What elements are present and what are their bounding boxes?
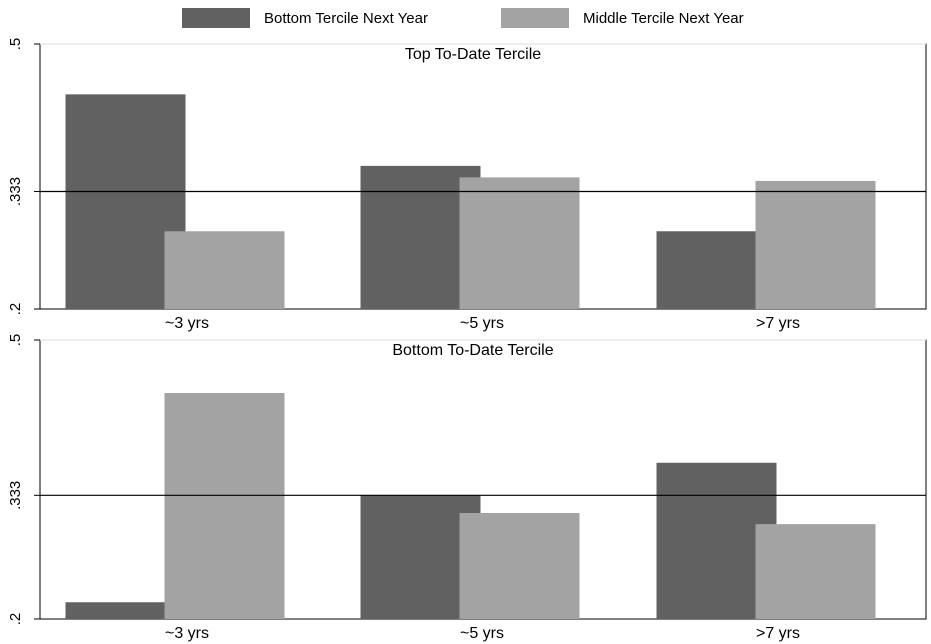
legend: Bottom Tercile Next Year Middle Tercile …: [0, 8, 931, 32]
panel-2-xtick-label-1: ~3 yrs: [165, 625, 209, 642]
panel-2-bar-middle-2: [459, 512, 580, 619]
panel-2-title: Bottom To-Date Tercile: [392, 342, 553, 359]
panel-2-xtick-label-3: >7 yrs: [756, 625, 800, 642]
panel-1-bar-middle-3: [755, 180, 876, 309]
panel-2-ytick-label-1: .2: [7, 613, 24, 626]
panel-1-bar-middle-1: [164, 231, 285, 309]
panel-2-ytick-label-2: .333: [7, 481, 24, 510]
panel-2-bar-bottom-1: [65, 602, 186, 619]
legend-label-middle: Middle Tercile Next Year: [583, 9, 744, 27]
panel-1-ytick-label-2: .333: [7, 177, 24, 206]
legend-item-bottom-tercile: Bottom Tercile Next Year: [182, 8, 428, 28]
panel-1-xtick-label-3: >7 yrs: [756, 315, 800, 332]
panel-1-xtick-label-1: ~3 yrs: [165, 315, 209, 332]
panel-1-ytick-label-3: .5: [7, 38, 24, 51]
panel-1-bar-middle-2: [459, 177, 580, 309]
legend-swatch-bottom: [182, 8, 250, 28]
legend-item-middle-tercile: Middle Tercile Next Year: [501, 8, 744, 28]
panel-1-ytick-label-1: .2: [7, 303, 24, 316]
panel-2-xtick-label-2: ~5 yrs: [460, 625, 504, 642]
panel-2-ytick-label-3: .5: [7, 334, 24, 347]
panel-1-xtick-label-2: ~5 yrs: [460, 315, 504, 332]
legend-label-bottom: Bottom Tercile Next Year: [264, 9, 428, 27]
panel-1-title: Top To-Date Tercile: [405, 46, 541, 63]
panel-2-bar-middle-3: [755, 524, 876, 619]
panel-2-bar-middle-1: [164, 393, 285, 619]
legend-swatch-middle: [501, 8, 569, 28]
